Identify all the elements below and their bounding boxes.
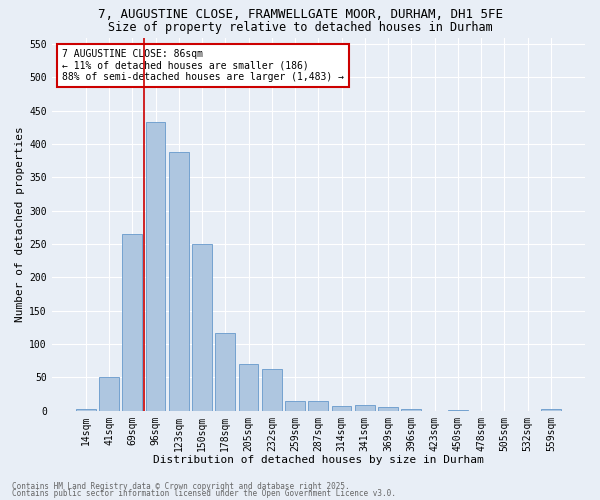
Bar [192,244,212,410]
Text: Contains public sector information licensed under the Open Government Licence v3: Contains public sector information licen… [12,488,396,498]
Text: Size of property relative to detached houses in Durham: Size of property relative to detached ho… [107,21,493,34]
Y-axis label: Number of detached properties: Number of detached properties [15,126,25,322]
Bar [378,408,398,410]
Bar [262,370,282,410]
Bar [332,406,352,410]
X-axis label: Distribution of detached houses by size in Durham: Distribution of detached houses by size … [153,455,484,465]
Bar [122,234,142,410]
Text: 7 AUGUSTINE CLOSE: 86sqm
← 11% of detached houses are smaller (186)
88% of semi-: 7 AUGUSTINE CLOSE: 86sqm ← 11% of detach… [62,48,344,82]
Bar [146,122,166,410]
Bar [239,364,259,410]
Bar [355,406,375,410]
Bar [76,408,95,410]
Bar [285,400,305,410]
Text: 7, AUGUSTINE CLOSE, FRAMWELLGATE MOOR, DURHAM, DH1 5FE: 7, AUGUSTINE CLOSE, FRAMWELLGATE MOOR, D… [97,8,503,20]
Bar [99,378,119,410]
Bar [308,402,328,410]
Text: Contains HM Land Registry data © Crown copyright and database right 2025.: Contains HM Land Registry data © Crown c… [12,482,350,491]
Bar [169,152,188,410]
Bar [215,332,235,410]
